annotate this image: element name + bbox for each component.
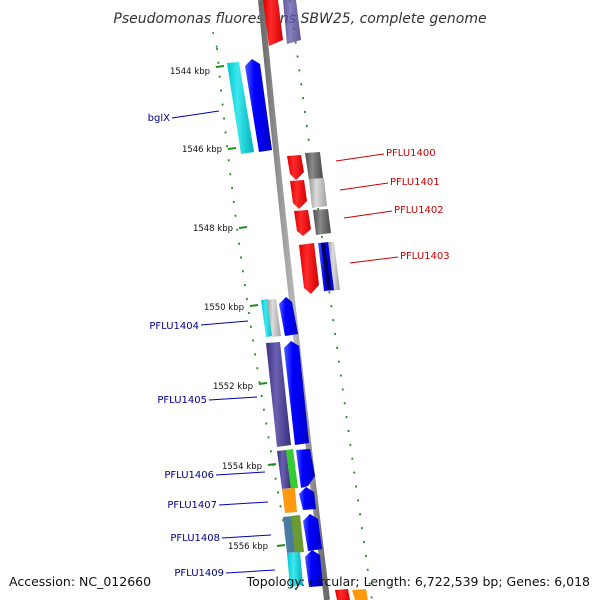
right-label-leaders [335, 153, 399, 264]
gene-pflu1406-feature-slate [277, 450, 291, 489]
gene-pflu1405 [284, 341, 309, 445]
gene-pflu1401 [290, 180, 307, 209]
genome-backbone [258, 0, 330, 600]
scale-label-1550: 1550 kbp [204, 303, 244, 313]
scale-label-1554: 1554 kbp [222, 462, 262, 472]
gene-label-pflu1406[interactable]: PFLU1406 [164, 470, 214, 481]
left-label-leaders [171, 110, 276, 574]
gene-label-pflu1405[interactable]: PFLU1405 [157, 395, 207, 406]
gene-pflu1409-feature-cyan [287, 552, 303, 587]
gene-pflu1403 [299, 243, 319, 294]
gene-pflu1400 [287, 155, 304, 180]
gene-label-pflu1403[interactable]: PFLU1403 [400, 251, 450, 262]
gene-partial-bottom-orange [352, 589, 368, 600]
bglx-homolog-feature [227, 62, 254, 154]
gene-pflu1406 [296, 449, 315, 488]
gene-pflu1408 [303, 514, 322, 551]
gene-pflu1405-feature [266, 342, 291, 447]
gene-label-pflu1400[interactable]: PFLU1400 [386, 148, 436, 159]
inner-dotted-ring [212, 31, 218, 49]
scale-label-1548: 1548 kbp [193, 224, 233, 234]
gene-pflu1404-feature-gray [267, 299, 281, 337]
inner-dotted-ring-arc [216, 47, 299, 600]
accession-text: Accession: NC_012660 [9, 574, 151, 589]
gene-pflu1402 [294, 210, 311, 236]
gene-label-pflu1404[interactable]: PFLU1404 [149, 321, 199, 332]
gene-label-pflu1407[interactable]: PFLU1407 [167, 500, 217, 511]
gene-pflu1403-feature-stripe [321, 243, 331, 290]
scale-ticks [215, 65, 286, 547]
gene-pflu1403-feature-gray [328, 242, 340, 290]
gene-pflu1402-feature [313, 209, 331, 235]
gene-pflu1404-feature-cyan [261, 299, 273, 337]
gene-pflu1407-feature-orange [282, 488, 297, 513]
outer-dotted-ring-arc [289, 0, 373, 600]
gene-label-pflu1409[interactable]: PFLU1409 [174, 568, 224, 579]
reverse-gene-partial-bottom [335, 589, 350, 600]
gene-bglx [245, 59, 272, 152]
reverse-gene-partial-top [263, 0, 283, 46]
topology-text: Topology: circular; Length: 6,722,539 bp… [246, 574, 590, 589]
scale-label-1546: 1546 kbp [182, 145, 222, 155]
gene-partial-top-slate [283, 0, 301, 44]
gene-pflu1409 [305, 550, 323, 587]
gene-pflu1407 [299, 487, 316, 510]
gene-pflu1400-feature [305, 152, 323, 180]
gene-pflu1408-feature-olive [291, 515, 304, 553]
gene-label-pflu1402[interactable]: PFLU1402 [394, 205, 444, 216]
scale-label-1552: 1552 kbp [213, 382, 253, 392]
gene-pflu1401-feature [309, 178, 327, 208]
scale-label-1556: 1556 kbp [228, 542, 268, 552]
gene-pflu1406-feature-green [286, 449, 298, 489]
scale-label-1544: 1544 kbp [170, 67, 210, 77]
gene-pflu1404 [279, 297, 298, 336]
gene-label-pflu1408[interactable]: PFLU1408 [170, 533, 220, 544]
gene-label-pflu1401[interactable]: PFLU1401 [390, 177, 440, 188]
gene-label-bglx[interactable]: bglX [148, 113, 170, 124]
map-title: Pseudomonas fluorescens SBW25, complete … [113, 11, 486, 27]
